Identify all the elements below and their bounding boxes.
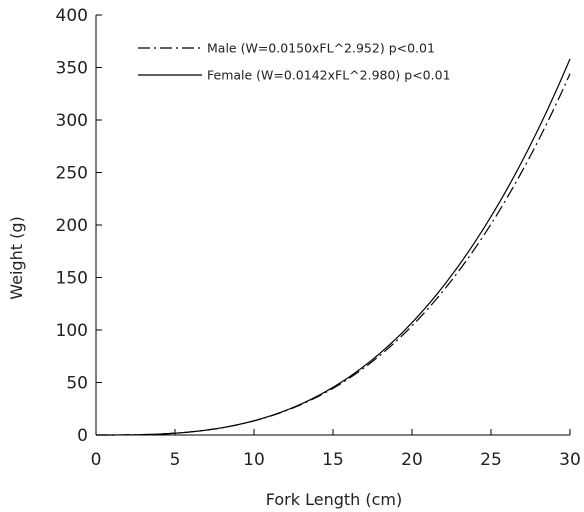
y-tick-label: 300 — [56, 111, 88, 131]
x-tick-label: 20 — [401, 450, 423, 470]
x-tick-label: 15 — [322, 450, 344, 470]
legend-label-female: Female (W=0.0142xFL^2.980) p<0.01 — [207, 68, 451, 83]
x-tick-label: 25 — [480, 450, 502, 470]
y-tick-label: 50 — [66, 374, 88, 394]
series-line-male — [96, 73, 571, 436]
y-tick-label: 250 — [56, 164, 88, 184]
series-lines — [96, 58, 571, 436]
y-tick-label: 0 — [77, 426, 88, 446]
legend: Male (W=0.0150xFL^2.952) p<0.01 Female (W… — [138, 41, 451, 83]
y-tick-label: 400 — [56, 6, 88, 26]
x-tick-label: 5 — [170, 450, 181, 470]
y-tick-label: 350 — [56, 59, 88, 79]
y-tick-label: 200 — [56, 216, 88, 236]
y-axis-title: Weight (g) — [7, 216, 26, 299]
y-tick-label: 100 — [56, 321, 88, 341]
legend-label-male: Male (W=0.0150xFL^2.952) p<0.01 — [207, 41, 435, 56]
y-tick-label: 150 — [56, 269, 88, 289]
tick-marks: 0 50 100 150 200 250 300 350 400 0 5 10 15 20 25 30 — [56, 6, 581, 470]
x-axis-title: Fork Length (cm) — [266, 490, 403, 509]
x-tick-label: 10 — [243, 450, 265, 470]
x-tick-label: 0 — [91, 450, 102, 470]
series-line-female — [96, 58, 571, 436]
x-tick-label: 30 — [559, 450, 581, 470]
